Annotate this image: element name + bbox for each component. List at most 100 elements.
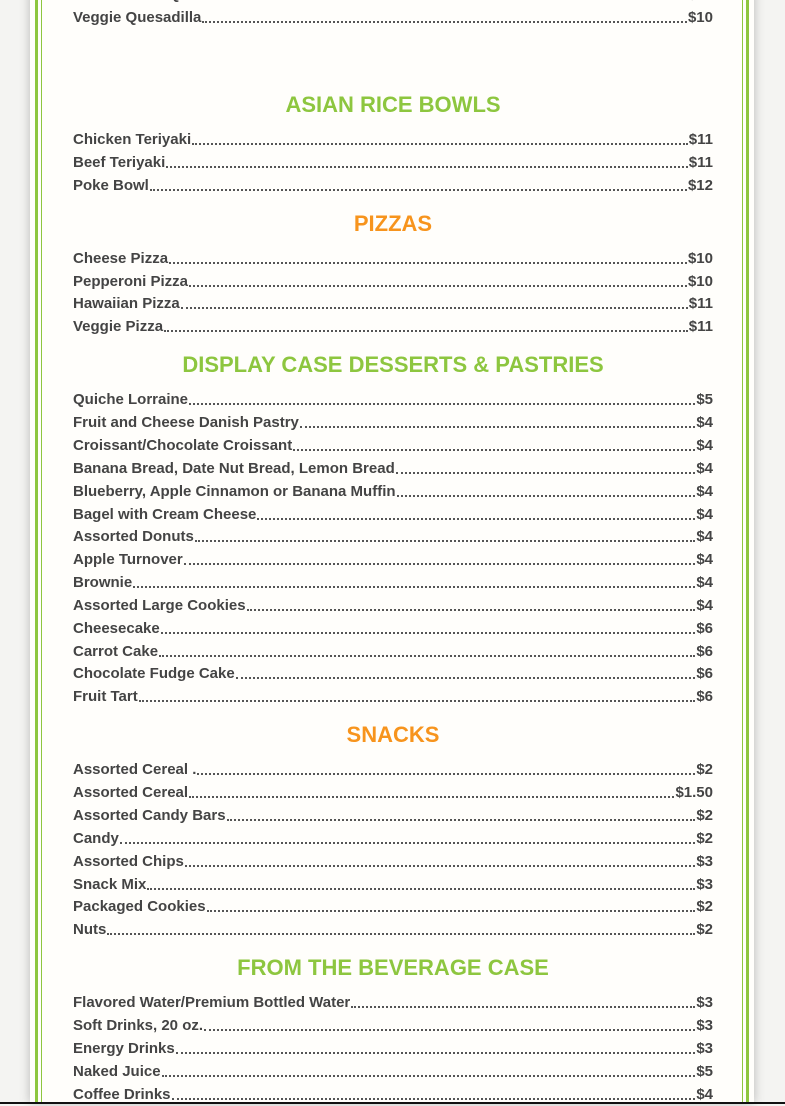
menu-item: Energy Drinks $3 bbox=[73, 1040, 713, 1058]
leader bbox=[175, 1051, 696, 1054]
item-name: Nuts bbox=[73, 921, 107, 939]
menu-item: Assorted Cereal $1.50 bbox=[73, 784, 713, 802]
section-title: SNACKS bbox=[346, 722, 440, 748]
menu-item: Fruit and Cheese Danish Pastry $4 bbox=[73, 414, 713, 432]
leader bbox=[171, 1097, 696, 1100]
menu-item: Apple Turnover $4 bbox=[73, 551, 713, 569]
item-price: $3 bbox=[696, 1039, 713, 1057]
item-price: $6 bbox=[696, 665, 713, 683]
section-title: FROM THE BEVERAGE CASE bbox=[237, 955, 549, 981]
item-name: Naked Juice bbox=[73, 1062, 161, 1080]
item-name: Assorted Large Cookies bbox=[73, 596, 246, 614]
item-name: Cheese Pizza bbox=[73, 249, 169, 267]
item-name: Assorted Cereal bbox=[73, 784, 189, 802]
item-price: $5 bbox=[696, 1062, 713, 1080]
leader bbox=[183, 563, 696, 566]
menu-item: Assorted Candy Bars $2 bbox=[73, 807, 713, 825]
item-name: Assorted Chips bbox=[73, 852, 184, 870]
menu-item: Banana Bread, Date Nut Bread, Lemon Brea… bbox=[73, 460, 713, 478]
item-name: Soft Drinks, 20 oz. bbox=[73, 1017, 204, 1035]
item-price: $3 bbox=[696, 852, 713, 870]
menu-item: Poke Bowl $12 bbox=[73, 177, 713, 195]
leader bbox=[189, 403, 696, 406]
item-name: Chicken Teriyaki bbox=[73, 131, 192, 148]
menu-item: Soft Drinks, 20 oz. $3 bbox=[73, 1017, 713, 1035]
item-price: $11 bbox=[688, 153, 713, 171]
item-name: Snack Mix bbox=[73, 875, 147, 893]
item-price: $6 bbox=[696, 688, 713, 706]
leader bbox=[184, 864, 696, 867]
menu-item: Nuts $2 bbox=[73, 921, 713, 939]
leader bbox=[159, 654, 696, 657]
item-price: $3 bbox=[696, 994, 713, 1012]
leader bbox=[161, 1074, 696, 1077]
item-name: Poke Bowl bbox=[73, 176, 149, 194]
item-price: $12 bbox=[687, 176, 713, 194]
item-price: $6 bbox=[696, 642, 713, 660]
item-name: Coffee Drinks bbox=[73, 1085, 171, 1103]
item-name: Flavored Water/Premium Bottled Water bbox=[73, 994, 351, 1012]
leader bbox=[107, 933, 696, 936]
item-price: $4 bbox=[696, 551, 713, 569]
item-name: Pepperoni Pizza bbox=[73, 272, 189, 290]
item-price: $2 bbox=[696, 807, 713, 824]
menu-item: Chocolate Fudge Cake $6 bbox=[73, 665, 713, 683]
leader bbox=[206, 910, 696, 913]
menu-item: Veggie Quesadilla $10 bbox=[73, 9, 713, 27]
item-price: $3 bbox=[696, 875, 713, 893]
frame bbox=[35, 0, 749, 1103]
menu-item: Coffee Drinks $4 bbox=[73, 1086, 713, 1104]
menu-item: Bagel with Cream Cheese $4 bbox=[73, 506, 713, 524]
leader bbox=[197, 773, 696, 776]
section-title: PIZZAS bbox=[353, 210, 433, 236]
item-price: $4 bbox=[696, 482, 713, 500]
frame bbox=[41, 0, 743, 1103]
leader bbox=[293, 448, 696, 451]
menu-item: Blueberry, Apple Cinnamon or Banana Muff… bbox=[73, 483, 713, 501]
item-price: $4 bbox=[696, 596, 713, 614]
item-name: Fruit Tart bbox=[73, 688, 138, 706]
leader bbox=[351, 1006, 696, 1009]
menu-item: Assorted Chips $3 bbox=[73, 853, 713, 871]
menu-item: Assorted Cereal . $2 bbox=[73, 761, 713, 779]
item-price: $4 bbox=[696, 414, 713, 432]
item-price: $4 bbox=[696, 528, 713, 546]
leader bbox=[202, 21, 687, 23]
item-price: $6 bbox=[696, 619, 713, 637]
item-price: $2 bbox=[696, 829, 713, 847]
item-price: $10 bbox=[687, 9, 713, 26]
leader bbox=[246, 608, 696, 611]
menu-item: Chicken Teriyaki $11 bbox=[73, 131, 713, 149]
item-name: Quiche Lorraine bbox=[73, 391, 189, 409]
leader bbox=[160, 631, 696, 634]
item-price: $11 bbox=[688, 131, 713, 148]
menu-item: Brownie $4 bbox=[73, 574, 713, 592]
item-price: $1.50 bbox=[675, 784, 713, 802]
item-price: $10 bbox=[687, 272, 713, 290]
leader bbox=[164, 330, 688, 333]
leader bbox=[194, 540, 696, 543]
menu-item: Veggie Pizza $11 bbox=[73, 318, 713, 336]
leader bbox=[119, 841, 696, 844]
menu-item: Carrot Cake $6 bbox=[73, 643, 713, 661]
item-name: Packaged Cookies bbox=[73, 898, 206, 916]
item-name: Assorted Donuts bbox=[73, 528, 194, 546]
leader bbox=[138, 700, 696, 703]
leader bbox=[396, 494, 696, 497]
item-price: $2 bbox=[696, 898, 713, 916]
item-name: Chocolate Fudge Cake bbox=[73, 665, 235, 683]
item-name: Assorted Cereal . bbox=[73, 761, 197, 779]
section-title: ASIAN RICE BOWLS bbox=[285, 92, 501, 117]
leader bbox=[149, 188, 687, 191]
item-name: Hawaiian Pizza bbox=[73, 295, 180, 313]
leader bbox=[395, 471, 696, 474]
item-name: Cheesecake bbox=[73, 619, 160, 637]
item-name: Veggie Pizza bbox=[73, 318, 164, 336]
leader bbox=[169, 261, 687, 264]
item-name: Beef Teriyaki bbox=[73, 153, 166, 171]
menu-item: Cheesecake $6 bbox=[73, 620, 713, 638]
item-price: $2 bbox=[696, 761, 713, 779]
menu-item: Quiche Lorraine $5 bbox=[73, 391, 713, 409]
leader bbox=[180, 307, 688, 310]
